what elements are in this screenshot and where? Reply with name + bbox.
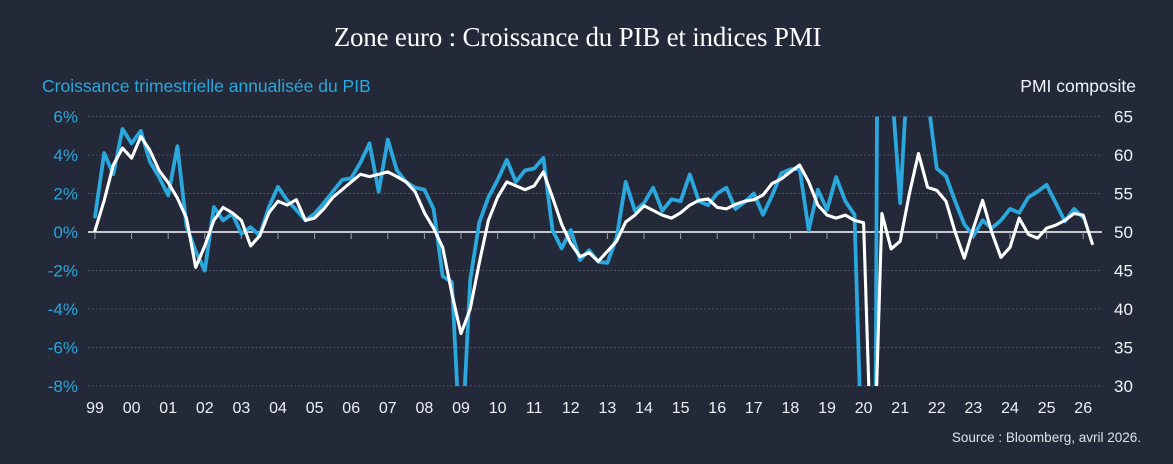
- x-axis-tick-label: 07: [379, 400, 397, 417]
- right-axis-tick-label: 55: [1114, 185, 1133, 204]
- x-axis-tick-label: 08: [416, 400, 434, 417]
- x-axis-tick-label: 10: [489, 400, 507, 417]
- x-axis-tick-label: 01: [159, 400, 177, 417]
- left-axis-tick-label: 2%: [53, 185, 78, 204]
- right-axis-tick-label: 30: [1114, 377, 1133, 396]
- x-axis-tick-label: 11: [526, 400, 543, 417]
- x-axis-tick-label: 17: [745, 400, 763, 417]
- left-axis-title: Croissance trimestrielle annualisée du P…: [42, 76, 371, 96]
- x-axis-tick-label: 14: [635, 400, 653, 417]
- x-axis-tick-label: 03: [233, 400, 251, 417]
- left-axis-tick-label: 6%: [53, 108, 78, 127]
- x-axis-tick-label: 06: [342, 400, 360, 417]
- x-axis-tick-label: 25: [1038, 400, 1056, 417]
- x-axis-tick-label: 15: [672, 400, 690, 417]
- x-axis-tick-label: 05: [306, 400, 324, 417]
- x-axis-tick-label: 13: [599, 400, 617, 417]
- right-axis-tick-label: 50: [1114, 223, 1133, 242]
- x-axis-tick-label: 23: [965, 400, 983, 417]
- x-axis-tick-label: 02: [196, 400, 214, 417]
- x-axis-tick-label: 16: [708, 400, 726, 417]
- left-axis-tick-label: -2%: [48, 262, 78, 281]
- x-axis-tick-label: 09: [452, 400, 470, 417]
- x-axis-tick-label: 20: [855, 400, 873, 417]
- x-axis-tick-label: 04: [269, 400, 287, 417]
- right-axis-title: PMI composite: [1020, 76, 1136, 96]
- x-axis-tick-label: 26: [1074, 400, 1092, 417]
- left-axis-tick-label: -4%: [48, 300, 78, 319]
- right-axis-tick-label: 35: [1114, 339, 1133, 358]
- left-axis-tick-label: -8%: [48, 377, 78, 396]
- right-axis-tick-label: 45: [1114, 262, 1133, 281]
- x-axis-tick-label: 99: [86, 400, 104, 417]
- left-axis-tick-label: 0%: [53, 223, 78, 242]
- x-axis-tick-label: 00: [123, 400, 141, 417]
- x-axis-tick-label: 22: [928, 400, 946, 417]
- left-axis-tick-label: -6%: [48, 339, 78, 358]
- x-axis-tick-label: 18: [782, 400, 800, 417]
- source-note: Source : Bloomberg, avril 2026.: [951, 430, 1141, 445]
- right-axis-tick-label: 60: [1114, 146, 1133, 165]
- x-axis-tick-label: 19: [818, 400, 836, 417]
- x-axis-tick-label: 12: [562, 400, 580, 417]
- chart-title: Zone euro : Croissance du PIB et indices…: [333, 22, 822, 52]
- left-axis-tick-label: 4%: [53, 146, 78, 165]
- pmi-line: [93, 134, 1094, 386]
- x-axis-tick-label: 21: [891, 400, 909, 417]
- x-axis-tick-label: 24: [1001, 400, 1019, 417]
- right-axis-tick-label: 40: [1114, 300, 1133, 319]
- right-axis-tick-label: 65: [1114, 108, 1133, 127]
